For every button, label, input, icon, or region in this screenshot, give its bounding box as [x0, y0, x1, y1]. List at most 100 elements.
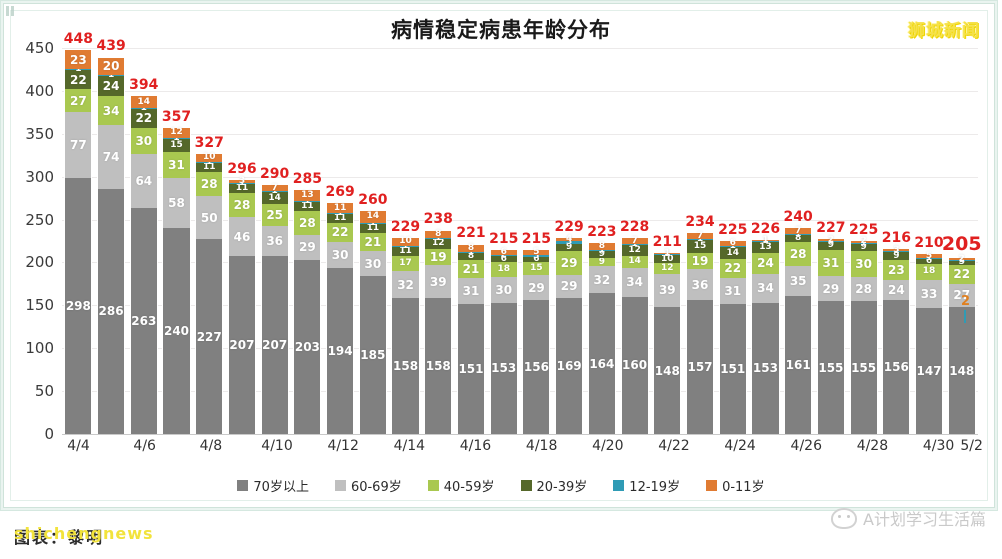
bar-segment[interactable]: 185: [359, 276, 386, 434]
legend-item[interactable]: 0-11岁: [706, 476, 765, 495]
stacked-bar[interactable]: 15839191218238: [424, 211, 453, 434]
stacked-bar[interactable]: 1552830912225: [849, 222, 878, 434]
bar-segment[interactable]: 29: [556, 251, 583, 275]
bar-segment[interactable]: 9: [817, 241, 844, 250]
bar-segment[interactable]: 12: [654, 263, 681, 274]
stacked-bar[interactable]: 263 64 30 22114 394: [129, 77, 158, 434]
bar-column[interactable]: 203 29 28 11113 285: [291, 48, 324, 434]
bar-segment[interactable]: 156: [883, 300, 910, 434]
bar-segment[interactable]: 11: [294, 201, 321, 211]
bar-segment[interactable]: 23: [883, 259, 910, 280]
bar-segment[interactable]: 11: [392, 247, 419, 257]
bar-segment[interactable]: 6: [490, 247, 517, 256]
stacked-bar[interactable]: 15131221416225: [718, 222, 747, 434]
bar-segment[interactable]: 9: [588, 249, 615, 258]
bar-column[interactable]: 240 58 31 15112 357: [160, 48, 193, 434]
legend-item[interactable]: 40-59岁: [427, 476, 495, 495]
bar-segment[interactable]: 29: [523, 275, 550, 301]
bar-segment[interactable]: 11: [196, 163, 223, 173]
legend-item[interactable]: 70岁以上: [237, 476, 309, 495]
bar-segment[interactable]: 207: [228, 256, 256, 434]
bar-segment[interactable]: 155: [850, 301, 877, 434]
bar-segment[interactable]: 50: [196, 196, 223, 240]
bar-segment[interactable]: 14: [261, 192, 288, 205]
bar-segment[interactable]: 6: [915, 257, 943, 266]
bar-segment[interactable]: 29: [556, 274, 583, 298]
bar-segment[interactable]: 14: [359, 210, 386, 223]
bar-segment[interactable]: 4: [556, 234, 583, 243]
bar-segment[interactable]: 10: [654, 254, 681, 264]
bar-segment[interactable]: 5: [948, 258, 975, 267]
bar-segment[interactable]: 28: [850, 277, 877, 302]
bar-column[interactable]: 15839191218238: [422, 48, 455, 434]
stacked-bar[interactable]: 1473318615210: [914, 235, 944, 434]
stacked-bar[interactable]: 158321711110229: [391, 219, 420, 434]
bar-column[interactable]: 227502811110327: [193, 48, 226, 434]
bar-segment[interactable]: 1: [130, 104, 157, 113]
bar-segment[interactable]: 36: [686, 269, 714, 300]
bar-segment[interactable]: 28: [294, 210, 321, 235]
bar-segment[interactable]: 18: [490, 261, 517, 278]
bar-segment[interactable]: 1: [359, 218, 386, 227]
bar-column[interactable]: 194302211111269: [324, 48, 357, 434]
stacked-bar[interactable]: 1513121818221: [456, 225, 486, 434]
bar-column[interactable]: 16034141217228: [618, 48, 651, 434]
bar-segment[interactable]: 1: [98, 70, 125, 79]
bar-segment[interactable]: 31: [719, 277, 746, 305]
bar-segment[interactable]: 153: [490, 302, 517, 434]
bar-segment[interactable]: 227: [196, 239, 223, 434]
bar-segment[interactable]: 10: [196, 153, 223, 163]
bar-segment[interactable]: 19: [425, 248, 452, 266]
bar-segment[interactable]: 12: [425, 238, 452, 249]
bar-segment[interactable]: 12: [621, 245, 648, 256]
bar-segment[interactable]: 147: [915, 307, 943, 434]
bar-segment[interactable]: 30: [359, 250, 386, 277]
bar-segment[interactable]: 5: [915, 251, 943, 260]
bar-segment[interactable]: 156: [523, 300, 550, 434]
bar-column[interactable]: 15334241311226: [749, 48, 782, 434]
bar-segment[interactable]: 24: [98, 75, 125, 97]
bar-segment[interactable]: 15: [523, 262, 550, 276]
bar-column[interactable]: 1552830912225: [847, 48, 880, 434]
legend-item[interactable]: 60-69岁: [334, 476, 402, 495]
bar-segment[interactable]: 286: [98, 188, 125, 434]
stacked-bar[interactable]: 1482722512205: [942, 233, 982, 434]
bar-segment[interactable]: 35: [785, 265, 812, 296]
bar-segment[interactable]: 148: [948, 307, 975, 434]
bar-segment[interactable]: 203: [294, 259, 321, 434]
bar-segment[interactable]: 18: [915, 264, 943, 280]
bar-segment[interactable]: 22: [65, 70, 92, 90]
bar-segment[interactable]: 23: [65, 49, 92, 70]
stacked-bar[interactable]: 15334241311226: [751, 221, 780, 434]
bar-segment[interactable]: 2: [948, 254, 975, 263]
stacked-bar[interactable]: 169 29 29 9 3 4 229: [555, 219, 584, 434]
bar-segment[interactable]: 7: [785, 226, 812, 235]
bar-segment[interactable]: 9: [556, 242, 583, 251]
bar-segment[interactable]: 14: [130, 96, 157, 109]
bar-segment[interactable]: 32: [588, 265, 615, 294]
bar-segment[interactable]: 21: [457, 259, 485, 278]
bar-segment[interactable]: 14: [621, 255, 648, 268]
bar-segment[interactable]: 8: [588, 241, 615, 250]
legend-item[interactable]: 12-19岁: [613, 476, 680, 495]
bar-segment[interactable]: 28: [785, 241, 812, 266]
bar-segment[interactable]: 1: [294, 196, 321, 205]
bar-segment[interactable]: 8: [457, 251, 485, 260]
stacked-bar[interactable]: 203 29 28 11113 285: [293, 171, 322, 434]
bar-segment[interactable]: 33: [915, 279, 943, 308]
bar-segment[interactable]: 20: [98, 57, 125, 75]
bar-segment[interactable]: 30: [130, 127, 157, 154]
bar-segment[interactable]: 1: [752, 236, 779, 245]
bar-segment[interactable]: 27: [948, 283, 975, 308]
bar-segment[interactable]: 148: [654, 307, 681, 434]
bar-segment[interactable]: 9: [850, 242, 877, 251]
bar-segment[interactable]: 30: [327, 241, 354, 268]
bar-segment[interactable]: 29: [294, 235, 321, 260]
bar-column[interactable]: 1552931912227: [815, 48, 848, 434]
bar-column[interactable]: 1613528817240: [782, 48, 815, 434]
bar-column[interactable]: 164329918223: [586, 48, 619, 434]
bar-segment[interactable]: 22: [719, 259, 746, 278]
bar-segment[interactable]: 15: [686, 240, 714, 253]
